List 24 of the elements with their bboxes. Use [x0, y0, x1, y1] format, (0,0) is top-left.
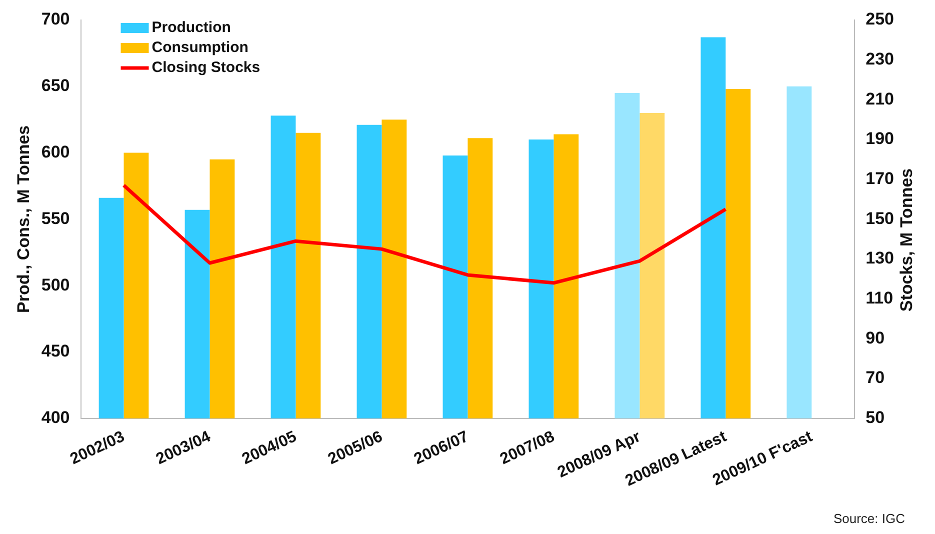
y-tick-label: 650 — [41, 76, 70, 96]
legend-label: Closing Stocks — [152, 59, 260, 76]
y2-tick-label: 70 — [866, 368, 885, 388]
y2-tick-label: 90 — [866, 328, 885, 348]
y-tick-label: 400 — [41, 408, 70, 428]
y-tick-label: 500 — [41, 275, 70, 294]
y2-tick-label: 230 — [866, 50, 894, 69]
y2-tick-label: 250 — [866, 10, 894, 29]
y2-tick-label: 150 — [866, 208, 894, 228]
legend-label: Consumption — [152, 39, 248, 56]
y2-tick-label: 110 — [866, 288, 894, 308]
y2-tick-label: 210 — [866, 89, 894, 108]
y-tick-label: 600 — [41, 142, 70, 162]
y2-axis-title: Stocks, M Tonnes — [897, 167, 917, 314]
y-axis-title: Prod., Cons., M Tonnes — [14, 125, 33, 313]
y2-tick-label: 170 — [866, 169, 894, 188]
y2-tick-label: 190 — [866, 129, 894, 148]
legend-label: Production — [152, 19, 231, 36]
source-note: Source: IGC — [833, 511, 905, 526]
y-tick-label: 700 — [41, 10, 70, 29]
y2-tick-label: 50 — [866, 408, 885, 428]
y-tick-label: 450 — [41, 342, 70, 361]
y2-tick-label: 130 — [866, 248, 894, 268]
y-tick-label: 550 — [41, 208, 70, 228]
